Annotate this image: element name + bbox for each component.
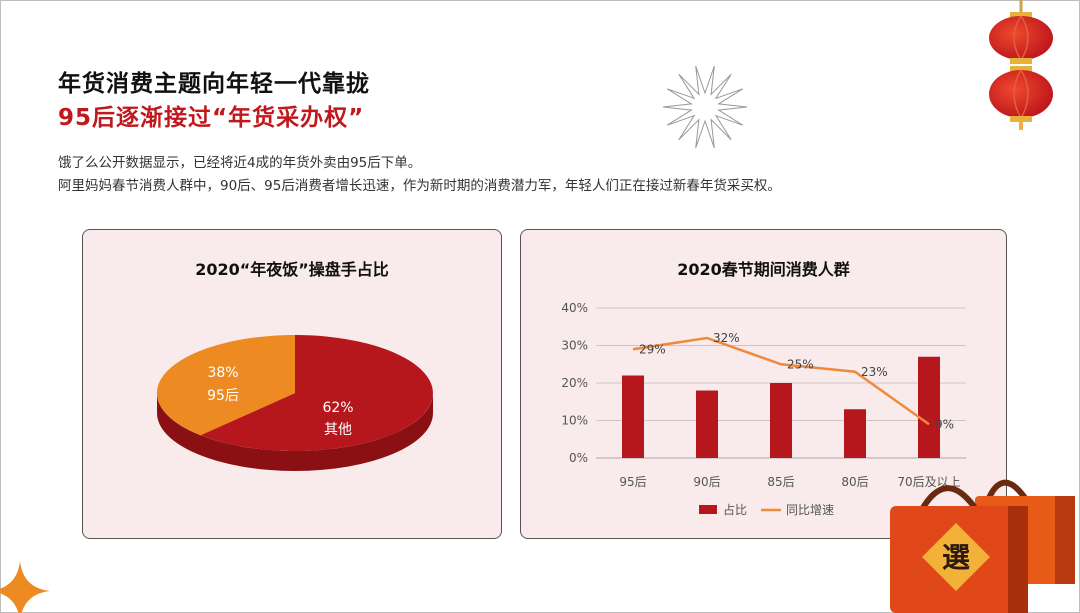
line-data-label: 9% <box>935 417 954 431</box>
pie-chart: 38% 95后 62% 其他 <box>156 335 433 471</box>
y-tick-label: 30% <box>561 339 588 353</box>
pie-chart-title: 2020“年夜饭”操盘手占比 <box>195 260 389 279</box>
x-tick-label: 80后 <box>841 475 868 489</box>
growth-line <box>632 336 930 426</box>
pie-3d-side <box>157 393 433 471</box>
bar <box>918 356 940 458</box>
body-text-line-2: 阿里妈妈春节消费人群中，90后、95后消费者增长迅速，作为新时期的消费潜力军，年… <box>58 178 781 194</box>
bar <box>844 409 866 458</box>
pie-slice-95 <box>156 335 295 436</box>
x-tick-label: 85后 <box>767 475 794 489</box>
y-tick-label: 20% <box>561 376 588 390</box>
gift-bag-decoration: 選 <box>890 479 1075 613</box>
pie-value-label-other: 62% <box>322 400 353 416</box>
line-data-label: 32% <box>713 331 740 345</box>
body-text-line-1: 饿了么公开数据显示，已经将近4成的年货外卖由95后下单。 <box>58 155 422 171</box>
y-tick-label: 0% <box>569 451 588 465</box>
bar <box>770 383 792 458</box>
lantern-decoration <box>989 0 1053 130</box>
bar <box>696 390 718 458</box>
bag-glyph: 選 <box>942 541 970 574</box>
y-tick-label: 10% <box>561 414 588 428</box>
pie-chart-card: 2020“年夜饭”操盘手占比 38% 95后 62% 其他 <box>82 229 502 539</box>
starburst-decoration <box>662 65 748 149</box>
y-axis-ticks: 0% 10% 20% 30% 40% <box>561 301 588 465</box>
pie-category-label-95: 95后 <box>207 388 239 404</box>
bar-line-chart-card: 2020春节期间消费人群 0% 10% 20% 30% 40% 29% 32% … <box>520 229 1007 539</box>
line-data-label: 25% <box>787 357 814 371</box>
legend-bar-label: 占比 <box>723 502 747 517</box>
chart-legend: 占比 同比增速 <box>699 502 834 517</box>
page-title: 年货消费主题向年轻一代靠拢 <box>58 71 370 97</box>
bar-series <box>622 356 940 458</box>
pie-slice-other <box>200 335 433 451</box>
bar <box>622 375 644 458</box>
pie-category-label-other: 其他 <box>324 422 352 438</box>
legend-line-label: 同比增速 <box>786 503 834 517</box>
bar-chart-title: 2020春节期间消费人群 <box>677 260 850 279</box>
pie-value-label-95: 38% <box>207 365 238 381</box>
bar-line-chart: 0% 10% 20% 30% 40% 29% 32% 25% 23% 9% 95… <box>561 301 966 517</box>
legend-bar-swatch <box>699 505 717 514</box>
line-data-label: 23% <box>861 365 888 379</box>
line-data-label: 29% <box>639 342 666 356</box>
y-tick-label: 40% <box>561 301 588 315</box>
x-tick-label: 95后 <box>619 475 646 489</box>
corner-star-decoration <box>0 561 50 613</box>
page-subtitle: 95后逐渐接过“年货采办权” <box>58 105 365 131</box>
x-tick-label: 90后 <box>693 475 720 489</box>
line-data-labels: 29% 32% 25% 23% 9% <box>639 331 954 431</box>
